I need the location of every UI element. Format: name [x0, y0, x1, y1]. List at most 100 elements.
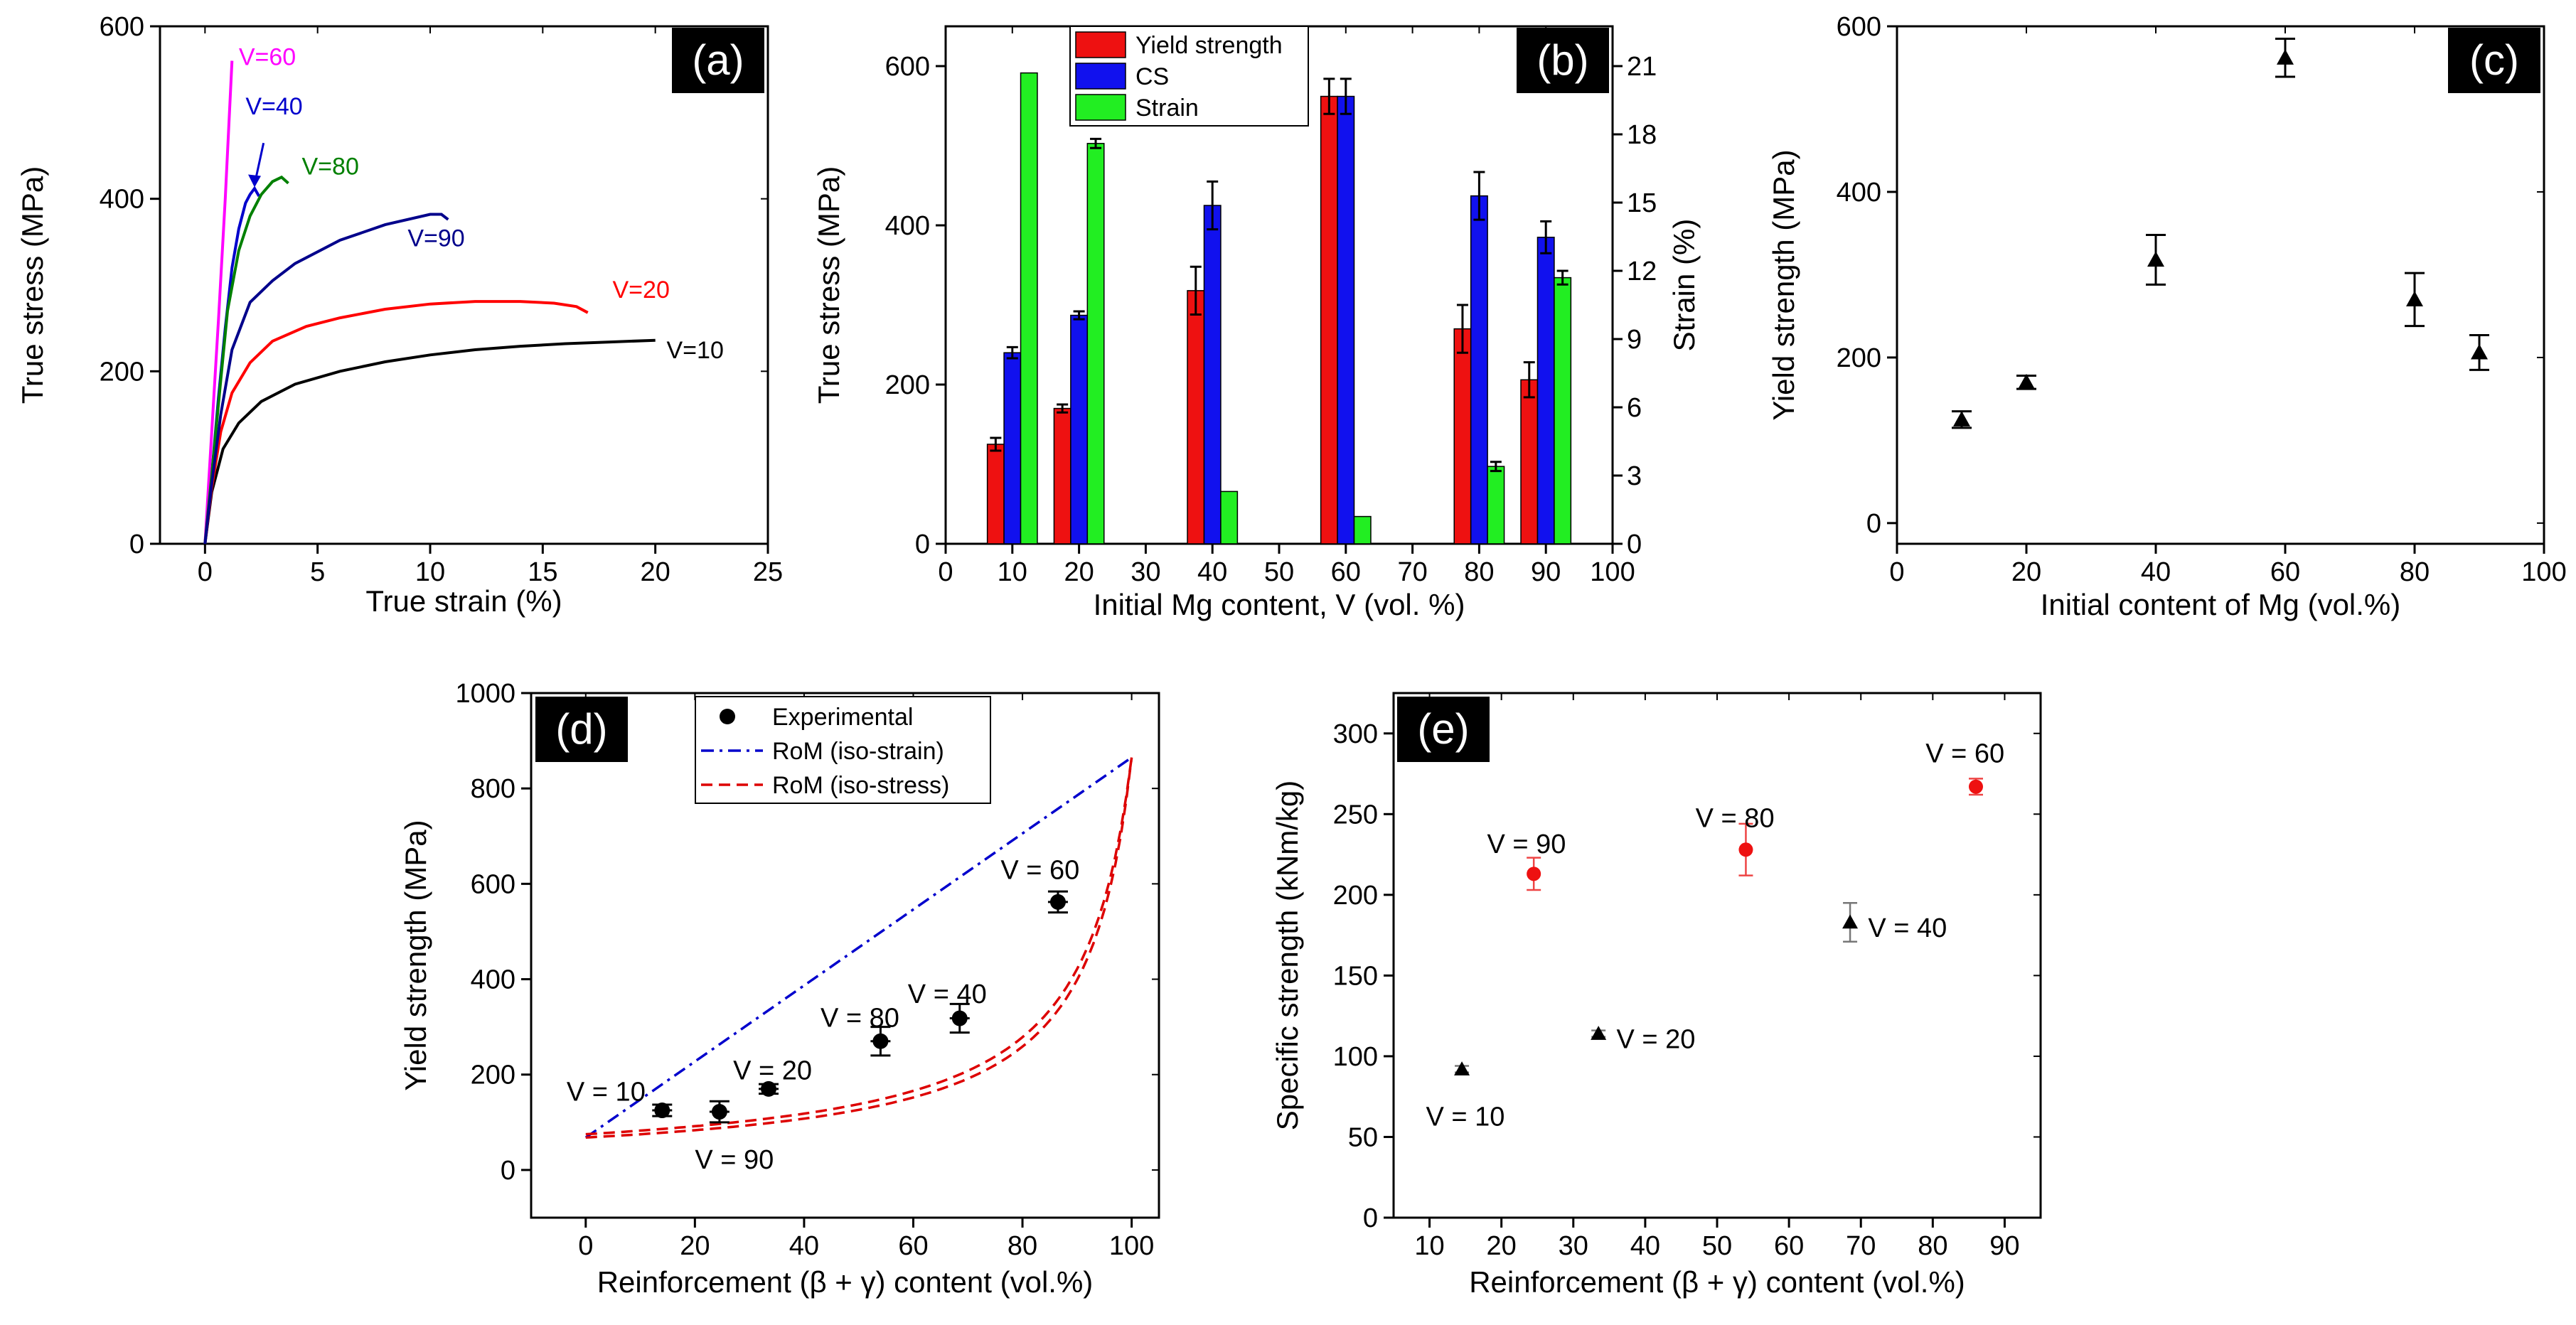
x-tick-label: 90	[1989, 1231, 2019, 1261]
bar-strain-20	[1086, 143, 1105, 545]
legend-swatch	[1075, 94, 1126, 121]
rom-iso-stress-curve	[585, 757, 1133, 1136]
data-point-circle	[951, 1010, 968, 1026]
bar-cs-10	[1003, 352, 1022, 545]
panel-c: 0 20 40 60 80 100 0 200 400 600 Initial content of…	[1767, 12, 2567, 621]
y-axis-label: Yield strength (MPa)	[1767, 149, 1800, 420]
y2-tick-label: 3	[1627, 461, 1642, 491]
x-tick-label: 40	[1197, 557, 1227, 587]
data-point-triangle	[1953, 411, 1970, 427]
data-point-triangle	[1454, 1061, 1470, 1075]
point-label: V = 10	[567, 1078, 646, 1107]
y-tick-label: 400	[1837, 178, 1881, 208]
x-tick-label: 100	[1590, 557, 1635, 587]
x-tick-label: 60	[898, 1231, 928, 1261]
data-point-triangle	[1591, 1026, 1607, 1040]
data-point-triangle	[2406, 291, 2423, 306]
y-axis-label: Specific strength (kNm/kg)	[1271, 780, 1304, 1130]
panel-label-bg	[2448, 28, 2540, 93]
y-axis-label: Yield strength (MPa)	[399, 820, 432, 1090]
y-tick-label: 1000	[455, 679, 515, 709]
panel-label-badge: (e)	[1397, 697, 1490, 762]
legend: Yield strength CS Strain	[1069, 26, 1309, 127]
panel-b: 0 10 20 30 40 50 60 70 80 90 1000200400600Initial …	[812, 25, 1701, 621]
panel-label-badge: (b)	[1517, 28, 1609, 93]
y-axis-label: True stress (MPa)	[812, 166, 845, 404]
series-label: V=90	[407, 225, 464, 252]
plot-frame	[1392, 692, 2042, 1219]
data-point-circle	[1738, 842, 1753, 857]
y2-tick-label: 0	[1627, 530, 1642, 559]
x-tick-label: 20	[2011, 557, 2041, 587]
y-tick-label: 600	[885, 52, 930, 82]
x-tick-label: 25	[753, 557, 783, 587]
data-point-circle	[1527, 867, 1541, 881]
x-tick-label: 15	[528, 557, 557, 587]
panel-e: 10 20 30 40 50 60 70 80 90 0 50 100 150 200 250 300 Rein…	[1271, 692, 2042, 1299]
y-tick-label: 0	[501, 1156, 515, 1186]
x-tick-label: 20	[1487, 1231, 1517, 1261]
x-tick-label: 50	[1702, 1231, 1732, 1261]
y2-tick-label: 9	[1627, 325, 1642, 355]
bar-yield-strength-40	[1187, 290, 1205, 545]
x-axis-label: Initial Mg content, V (vol. %)	[1094, 588, 1465, 621]
data-point-triangle	[2471, 343, 2488, 360]
bar-yield-strength-60	[1320, 95, 1338, 545]
bar-cs-60	[1337, 95, 1355, 545]
y2-tick-label: 18	[1627, 120, 1657, 150]
y-tick-label: 100	[1333, 1042, 1378, 1072]
legend-swatch	[1075, 31, 1126, 58]
x-tick-label: 70	[1846, 1231, 1876, 1261]
x-tick-label: 60	[2270, 557, 2300, 587]
x-tick-label: 0	[1889, 557, 1904, 587]
x-tick-label: 5	[310, 557, 325, 587]
panel-a: 0 5 10 15 20 25 0 200 400 600 True strain (%) True …	[16, 12, 783, 618]
panel-label-bg	[1517, 28, 1609, 93]
x-tick-label: 60	[1331, 557, 1361, 587]
x-tick-label: 40	[2141, 557, 2171, 587]
y2-tick-label: 15	[1627, 188, 1657, 218]
x-tick-label: 100	[2521, 557, 2566, 587]
x-tick-label: 40	[789, 1231, 819, 1261]
panel-label: (e)	[1417, 705, 1469, 753]
x-tick-label: 100	[1109, 1231, 1154, 1261]
y2-tick-label: 21	[1627, 52, 1657, 82]
legend-label: CS	[1135, 63, 1169, 90]
x-axis-label: Reinforcement (β + γ) content (vol.%)	[1469, 1265, 1965, 1299]
panel-d: 0 20 40 60 80 10002004006008001000Reinforceme…	[399, 679, 1160, 1299]
point-label: V = 90	[695, 1145, 774, 1175]
legend-label: Yield strength	[1135, 32, 1283, 59]
series-line-v-10	[203, 338, 656, 545]
data-point-circle	[654, 1103, 670, 1119]
data-point-circle	[711, 1104, 727, 1120]
series-label: V=40	[245, 93, 302, 120]
series-line-v-20	[203, 300, 589, 545]
bar-yield-strength-10	[986, 444, 1005, 545]
bar-cs-20	[1070, 314, 1089, 545]
point-label: V = 40	[1868, 913, 1947, 943]
data-point-circle	[1969, 779, 1983, 794]
bar-strain-40	[1220, 490, 1239, 545]
legend-marker	[720, 709, 735, 724]
panel-label-bg	[1397, 697, 1490, 762]
y-tick-label: 200	[471, 1061, 515, 1090]
x-tick-label: 80	[1918, 1231, 1947, 1261]
legend-label: RoM (iso-strain)	[772, 738, 944, 765]
x-tick-label: 80	[2400, 557, 2430, 587]
y-tick-label: 400	[471, 965, 515, 995]
x-tick-label: 80	[1008, 1231, 1037, 1261]
x-tick-label: 40	[1630, 1231, 1660, 1261]
series-line-v-60	[203, 60, 234, 545]
y-tick-label: 150	[1333, 961, 1378, 991]
panel-label: (c)	[2469, 36, 2519, 84]
point-label: V = 40	[908, 980, 987, 1009]
y-tick-label: 200	[100, 357, 144, 387]
data-point-triangle	[2277, 49, 2294, 65]
y-tick-label: 800	[471, 774, 515, 804]
panel-label: (b)	[1536, 36, 1588, 84]
rom-iso-strain-line	[584, 756, 1133, 1139]
bar-yield-strength-80	[1453, 328, 1472, 545]
y-tick-label: 0	[129, 530, 144, 559]
x-tick-label: 10	[415, 557, 445, 587]
